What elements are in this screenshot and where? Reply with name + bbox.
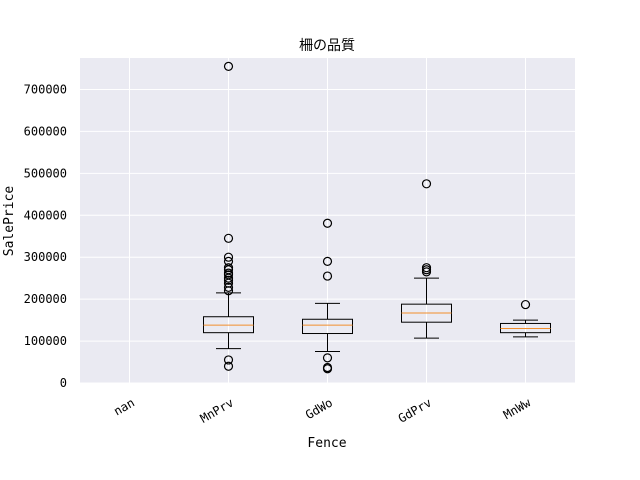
y-axis-label: SalePrice (2, 186, 17, 257)
outlier-point (223, 252, 234, 262)
y-axis: 0 100000 200000 300000 400000 500000 600000 700… (24, 82, 67, 390)
outlier-point (421, 267, 432, 277)
box-layer (203, 61, 551, 374)
outlier-point (223, 286, 234, 296)
box-GdWo (302, 218, 353, 374)
x-tick-label: GdWo (303, 395, 335, 422)
outlier-point (322, 218, 333, 228)
outlier-point (322, 271, 333, 281)
x-tick-label: MnPrv (198, 395, 236, 425)
box-iqr (302, 318, 353, 335)
outlier-point (223, 355, 234, 365)
y-tick-label: 400000 (24, 208, 67, 222)
y-tick-label: 600000 (24, 124, 67, 138)
x-tick-label: MnWw (501, 395, 534, 422)
x-axis: nan MnPrv GdWo GdPrv MnWw (111, 395, 533, 426)
outlier-point (322, 256, 333, 266)
y-tick-label: 300000 (24, 250, 67, 264)
box-MnWw (500, 299, 551, 338)
outlier-point (223, 361, 234, 371)
outlier-point (223, 282, 234, 292)
outlier-point (223, 61, 234, 71)
box-GdPrv (401, 179, 452, 339)
outlier-point (322, 353, 333, 363)
box-MnPrv (203, 61, 254, 371)
outlier-point (223, 275, 234, 285)
outlier-point (223, 233, 234, 243)
x-tick-label: nan (111, 395, 137, 418)
y-tick-label: 0 (60, 376, 67, 390)
y-tick-label: 500000 (24, 166, 67, 180)
x-tick-label: GdPrv (396, 395, 434, 425)
outlier-point (322, 364, 333, 374)
chart-title: 柵の品質 (299, 38, 355, 54)
y-tick-label: 200000 (24, 292, 67, 306)
outlier-point (421, 179, 432, 189)
outlier-point (520, 299, 531, 310)
x-axis-label: Fence (307, 436, 346, 451)
y-tick-label: 700000 (24, 82, 67, 96)
y-tick-label: 100000 (24, 334, 67, 348)
